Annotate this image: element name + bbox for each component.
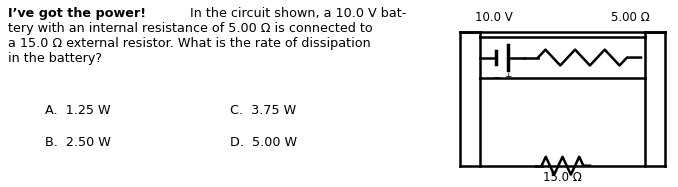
- Text: −: −: [492, 72, 500, 81]
- Text: 10.0 V: 10.0 V: [475, 11, 513, 24]
- Text: A.  1.25 W: A. 1.25 W: [45, 104, 111, 117]
- Text: D.  5.00 W: D. 5.00 W: [230, 136, 297, 149]
- Text: 15.0 Ω: 15.0 Ω: [543, 171, 582, 184]
- Text: 5.00 Ω: 5.00 Ω: [612, 11, 650, 24]
- Text: In the circuit shown, a 10.0 V bat-: In the circuit shown, a 10.0 V bat-: [186, 7, 406, 20]
- Text: +: +: [504, 72, 512, 81]
- Text: B.  2.50 W: B. 2.50 W: [45, 136, 111, 149]
- Text: I’ve got the power!: I’ve got the power!: [8, 7, 146, 20]
- Text: C.  3.75 W: C. 3.75 W: [230, 104, 296, 117]
- Text: tery with an internal resistance of 5.00 Ω is connected to
a 15.0 Ω external res: tery with an internal resistance of 5.00…: [8, 7, 373, 65]
